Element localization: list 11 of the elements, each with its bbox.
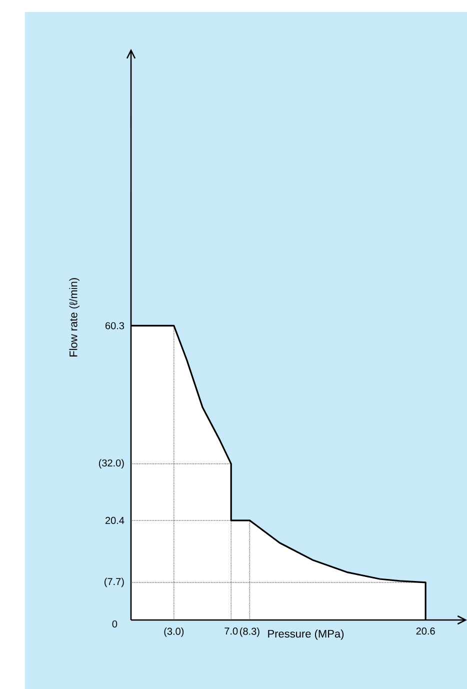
y-axis-title: Flow rate (ℓ/min) bbox=[69, 278, 80, 356]
y-tick-label: (32.0) bbox=[98, 459, 124, 468]
x-tick-label: 7.0 bbox=[224, 628, 238, 635]
x-axis-title: Pressure (MPa) bbox=[268, 630, 344, 640]
x-tick-label: 20.6 bbox=[416, 628, 435, 635]
y-tick-label: 60.3 bbox=[106, 322, 124, 330]
y-tick-label: 20.4 bbox=[106, 516, 124, 524]
y-tick-label: (7.7) bbox=[104, 578, 124, 588]
y-tick-label: 0 bbox=[112, 620, 118, 628]
x-tick-label: (3.0) bbox=[164, 628, 184, 637]
x-tick-label: (8.3) bbox=[240, 628, 260, 637]
